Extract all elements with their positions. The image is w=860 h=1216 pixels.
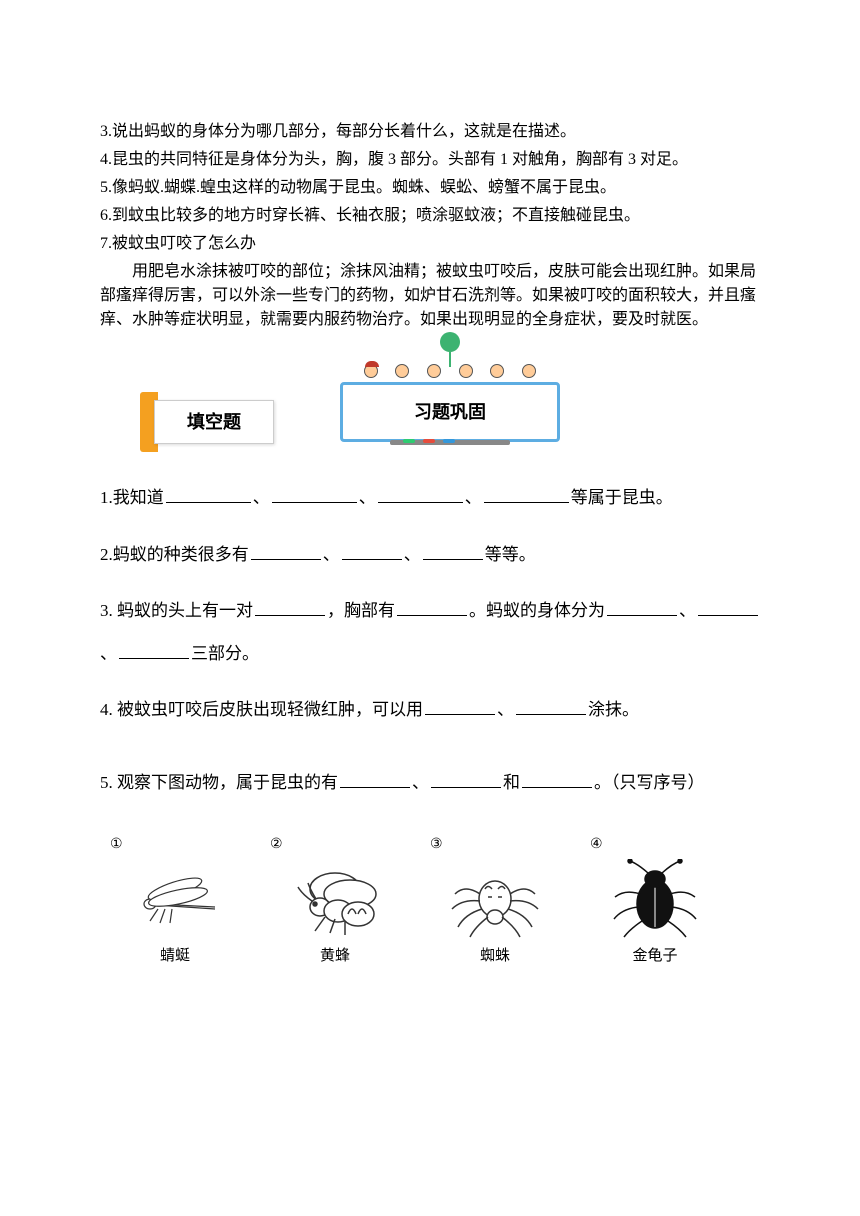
dragonfly-icon [120, 859, 230, 939]
sep: 、 [465, 488, 482, 507]
q5-text: 5. 观察下图动物，属于昆虫的有 [100, 773, 338, 792]
marker-icon [423, 439, 435, 443]
insect-item-2: ② 黄蜂 [270, 834, 400, 968]
wasp-icon [280, 859, 390, 939]
kids-icons [355, 364, 545, 384]
blank [255, 597, 325, 616]
q4-text: 涂抹。 [588, 700, 639, 719]
insect-number: ③ [430, 834, 443, 855]
blank [522, 769, 592, 788]
review-label: 习题巩固 [414, 399, 486, 426]
sep: 、 [497, 700, 514, 719]
q5-text: 和 [503, 773, 520, 792]
insect-label: 蜻蜓 [160, 945, 190, 968]
blank [166, 484, 251, 503]
fill-blank-label: 填空题 [154, 400, 274, 444]
beetle-icon [600, 859, 710, 939]
kid-icon [459, 364, 473, 378]
blank [607, 597, 677, 616]
insects-row: ① 蜻蜓 ② [110, 834, 760, 968]
blank [272, 484, 357, 503]
spider-icon [440, 859, 550, 939]
sep: 、 [253, 488, 270, 507]
kid-icon [522, 364, 536, 378]
question-4: 4. 被蚊虫叮咬后皮肤出现轻微红肿，可以用 、 涂抹。 [100, 689, 760, 732]
insect-item-1: ① 蜻蜓 [110, 834, 240, 968]
insect-item-3: ③ 蜘蛛 [430, 834, 560, 968]
blank [340, 769, 410, 788]
graphics-row: 填空题 习题巩固 [140, 352, 760, 452]
blank [698, 597, 758, 616]
whiteboard: 习题巩固 [340, 382, 560, 442]
question-1: 1.我知道 、 、 、 等属于昆虫。 [100, 477, 760, 520]
blank [397, 597, 467, 616]
sep: 、 [679, 601, 696, 620]
kid-icon [427, 364, 441, 378]
sep: 、 [359, 488, 376, 507]
sep: 、 [100, 644, 117, 663]
kid-icon [395, 364, 409, 378]
blank [431, 769, 501, 788]
q3-text: 3. 蚂蚁的头上有一对 [100, 601, 253, 620]
q1-text: 等属于昆虫。 [571, 488, 673, 507]
blank [342, 541, 402, 560]
blank [423, 541, 483, 560]
marker-icon [443, 439, 455, 443]
q2-text: 等等。 [485, 545, 536, 564]
insect-number: ① [110, 834, 123, 855]
sep: 、 [323, 545, 340, 564]
kid-icon [490, 364, 504, 378]
note-4: 4.昆虫的共同特征是身体分为头，胸，腹 3 部分。头部有 1 对触角，胸部有 3… [100, 148, 760, 172]
review-board: 习题巩固 [340, 352, 560, 452]
blank [119, 640, 189, 659]
fill-blank-card: 填空题 [140, 392, 280, 452]
blank [516, 696, 586, 715]
q1-text: 1.我知道 [100, 488, 164, 507]
insect-number: ④ [590, 834, 603, 855]
q3-text: ，胸部有 [327, 601, 395, 620]
note-6: 6.到蚊虫比较多的地方时穿长裤、长袖衣服；喷涂驱蚊液；不直接触碰昆虫。 [100, 204, 760, 228]
note-7-body: 用肥皂水涂抹被叮咬的部位；涂抹风油精；被蚊虫叮咬后，皮肤可能会出现红肿。如果局部… [100, 260, 760, 332]
q2-text: 2.蚂蚁的种类很多有 [100, 545, 249, 564]
q3-text: 三部分。 [191, 644, 259, 663]
sep: 、 [404, 545, 421, 564]
insect-label: 黄蜂 [320, 945, 350, 968]
question-3: 3. 蚂蚁的头上有一对，胸部有。蚂蚁的身体分为、、三部分。 [100, 590, 760, 675]
question-5: 5. 观察下图动物，属于昆虫的有 、 和 。（只写序号） [100, 762, 760, 805]
q4-text: 4. 被蚊虫叮咬后皮肤出现轻微红肿，可以用 [100, 700, 423, 719]
kid-icon [364, 364, 378, 378]
balloon-icon [440, 332, 460, 352]
note-3: 3.说出蚂蚁的身体分为哪几部分，每部分长着什么，这就是在描述。 [100, 120, 760, 144]
marker-icon [403, 439, 415, 443]
blank [378, 484, 463, 503]
note-5: 5.像蚂蚁.蝴蝶.蝗虫这样的动物属于昆虫。蜘蛛、蜈蚣、螃蟹不属于昆虫。 [100, 176, 760, 200]
blank [484, 484, 569, 503]
notes-section: 3.说出蚂蚁的身体分为哪几部分，每部分长着什么，这就是在描述。 4.昆虫的共同特… [100, 120, 760, 332]
blank [425, 696, 495, 715]
question-2: 2.蚂蚁的种类很多有 、 、 等等。 [100, 534, 760, 577]
insect-label: 金龟子 [632, 945, 677, 968]
sep: 、 [412, 773, 429, 792]
q5-text: 。（只写序号） [594, 773, 705, 792]
insect-item-4: ④ 金龟子 [590, 834, 720, 968]
questions-section: 1.我知道、、、等属于昆虫。 2.蚂蚁的种类很多有、、等等。 3. 蚂蚁的头上有… [100, 477, 760, 804]
insect-number: ② [270, 834, 283, 855]
note-7: 7.被蚊虫叮咬了怎么办 [100, 232, 760, 256]
q3-text: 。蚂蚁的身体分为 [469, 601, 605, 620]
insect-label: 蜘蛛 [480, 945, 510, 968]
blank [251, 541, 321, 560]
